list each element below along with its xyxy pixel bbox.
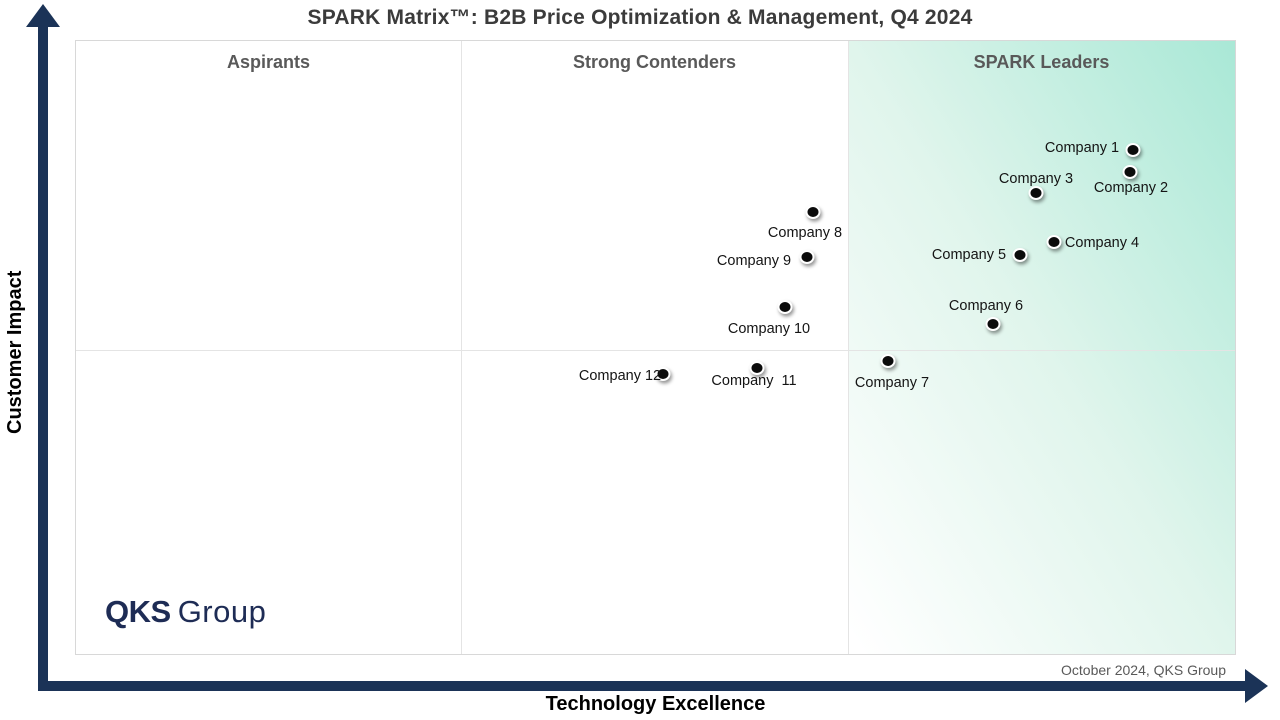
logo-group-text: Group [177, 594, 267, 629]
company-label: Company 11 [711, 373, 797, 389]
company-label: Company 4 [1064, 235, 1140, 251]
company-dot [880, 354, 896, 368]
company-label: Company 9 [716, 253, 792, 269]
company-label: Company 6 [948, 298, 1024, 314]
company-dot [655, 367, 671, 381]
quadrant-header-spark-leaders: SPARK Leaders [973, 52, 1110, 72]
x-axis [38, 681, 1246, 691]
y-axis-arrowhead-icon [26, 4, 60, 27]
company-label: Company 3 [998, 171, 1074, 187]
company-label: Company 5 [931, 247, 1007, 263]
chart-title: SPARK Matrix™: B2B Price Optimization & … [307, 6, 973, 29]
x-axis-label: Technology Excellence [545, 693, 766, 715]
quadrant-header-strong-contenders: Strong Contenders [572, 52, 736, 72]
company-dot [805, 205, 821, 219]
company-dot [1028, 186, 1044, 200]
quadrant-header-aspirants: Aspirants [226, 52, 311, 72]
quadrant-divider-horizontal [76, 350, 1235, 351]
qks-group-logo: QKS Group [105, 594, 266, 630]
quadrant-divider-vertical-2 [848, 41, 849, 654]
company-dot [1046, 235, 1062, 249]
company-dot [749, 361, 765, 375]
leaders-gradient [848, 41, 1235, 654]
company-dot [777, 300, 793, 314]
company-label: Company 10 [727, 321, 811, 337]
company-dot [985, 317, 1001, 331]
company-label: Company 12 [578, 368, 662, 384]
quadrant-divider-vertical-1 [461, 41, 462, 654]
company-label: Company 8 [767, 225, 843, 241]
company-label: Company 7 [854, 375, 930, 391]
company-dot [1122, 165, 1138, 179]
company-label: Company 1 [1044, 140, 1120, 156]
company-dot [799, 250, 815, 264]
company-dot [1125, 143, 1141, 157]
company-dot [1012, 248, 1028, 262]
logo-qks-text: QKS [105, 594, 171, 629]
footer-note: October 2024, QKS Group [1061, 662, 1226, 678]
plot-area: Aspirants Strong Contenders SPARK Leader… [75, 40, 1236, 655]
x-axis-arrowhead-icon [1245, 669, 1268, 703]
company-label: Company 2 [1093, 180, 1169, 196]
y-axis [38, 24, 48, 690]
